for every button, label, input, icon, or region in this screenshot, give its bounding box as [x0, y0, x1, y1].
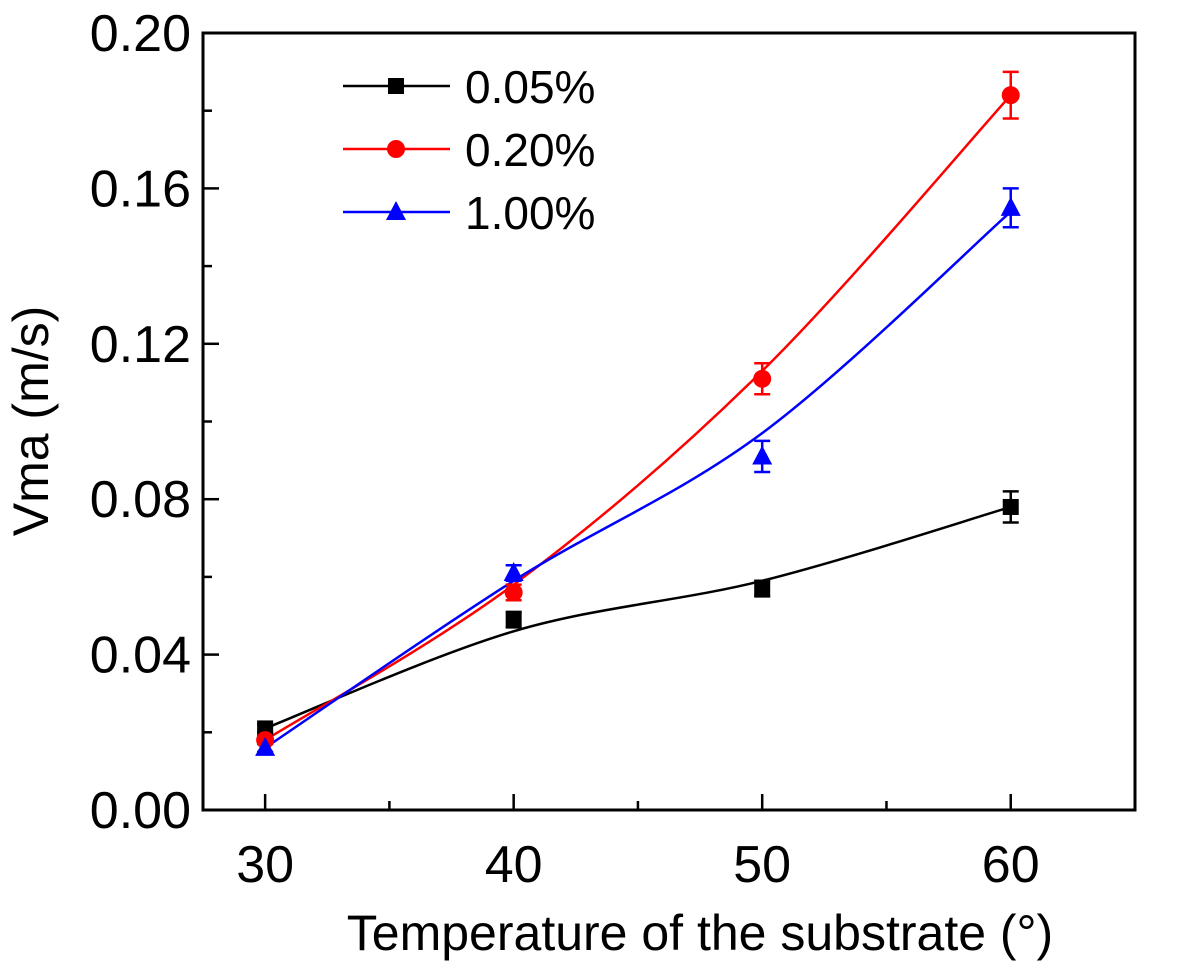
data-point-square	[754, 580, 771, 597]
axis-ticks	[203, 31, 1012, 812]
data-point-square	[505, 611, 522, 628]
legend: 0.05% 0.20% 1.00%	[343, 61, 595, 239]
fit-line-triangle	[264, 210, 1012, 749]
error-bars	[257, 70, 1019, 753]
y-tick-label: 0.20	[90, 5, 191, 63]
legend-marker-square	[388, 78, 404, 94]
y-axis-label: Vma (m/s)	[3, 306, 59, 537]
data-point-triangle	[503, 562, 524, 582]
data-point-circle	[504, 583, 523, 602]
legend-label: 1.00%	[465, 187, 595, 239]
legend-marker-triangle	[386, 201, 406, 220]
fit-line-circle	[264, 94, 1012, 742]
y-tick-label: 0.00	[90, 782, 191, 840]
legend-label: 0.05%	[465, 61, 595, 113]
y-tick-label: 0.12	[90, 316, 191, 374]
x-tick-labels: 30 40 50 60	[236, 836, 1039, 894]
x-tick-label: 40	[485, 836, 543, 894]
data-point-triangle	[752, 445, 773, 465]
legend-label: 0.20%	[465, 124, 595, 176]
data-point-triangle	[1000, 196, 1021, 216]
data-point-triangle	[255, 736, 276, 756]
fit-line-square	[264, 505, 1012, 730]
x-axis-label: Temperature of the substrate (°)	[347, 905, 1053, 961]
data-point-circle	[1001, 86, 1020, 105]
x-tick-label: 50	[733, 836, 791, 894]
legend-marker-circle	[387, 140, 405, 158]
x-tick-label: 30	[236, 836, 294, 894]
data-point-square	[1002, 498, 1019, 515]
y-tick-label: 0.08	[90, 471, 191, 529]
fit-curves	[264, 94, 1012, 749]
y-tick-label: 0.04	[90, 627, 191, 685]
x-tick-label: 60	[982, 836, 1040, 894]
data-markers	[255, 86, 1021, 756]
data-point-circle	[753, 369, 772, 388]
y-tick-labels: 0.00 0.04 0.08 0.12 0.16 0.20	[90, 5, 191, 840]
y-tick-label: 0.16	[90, 160, 191, 218]
